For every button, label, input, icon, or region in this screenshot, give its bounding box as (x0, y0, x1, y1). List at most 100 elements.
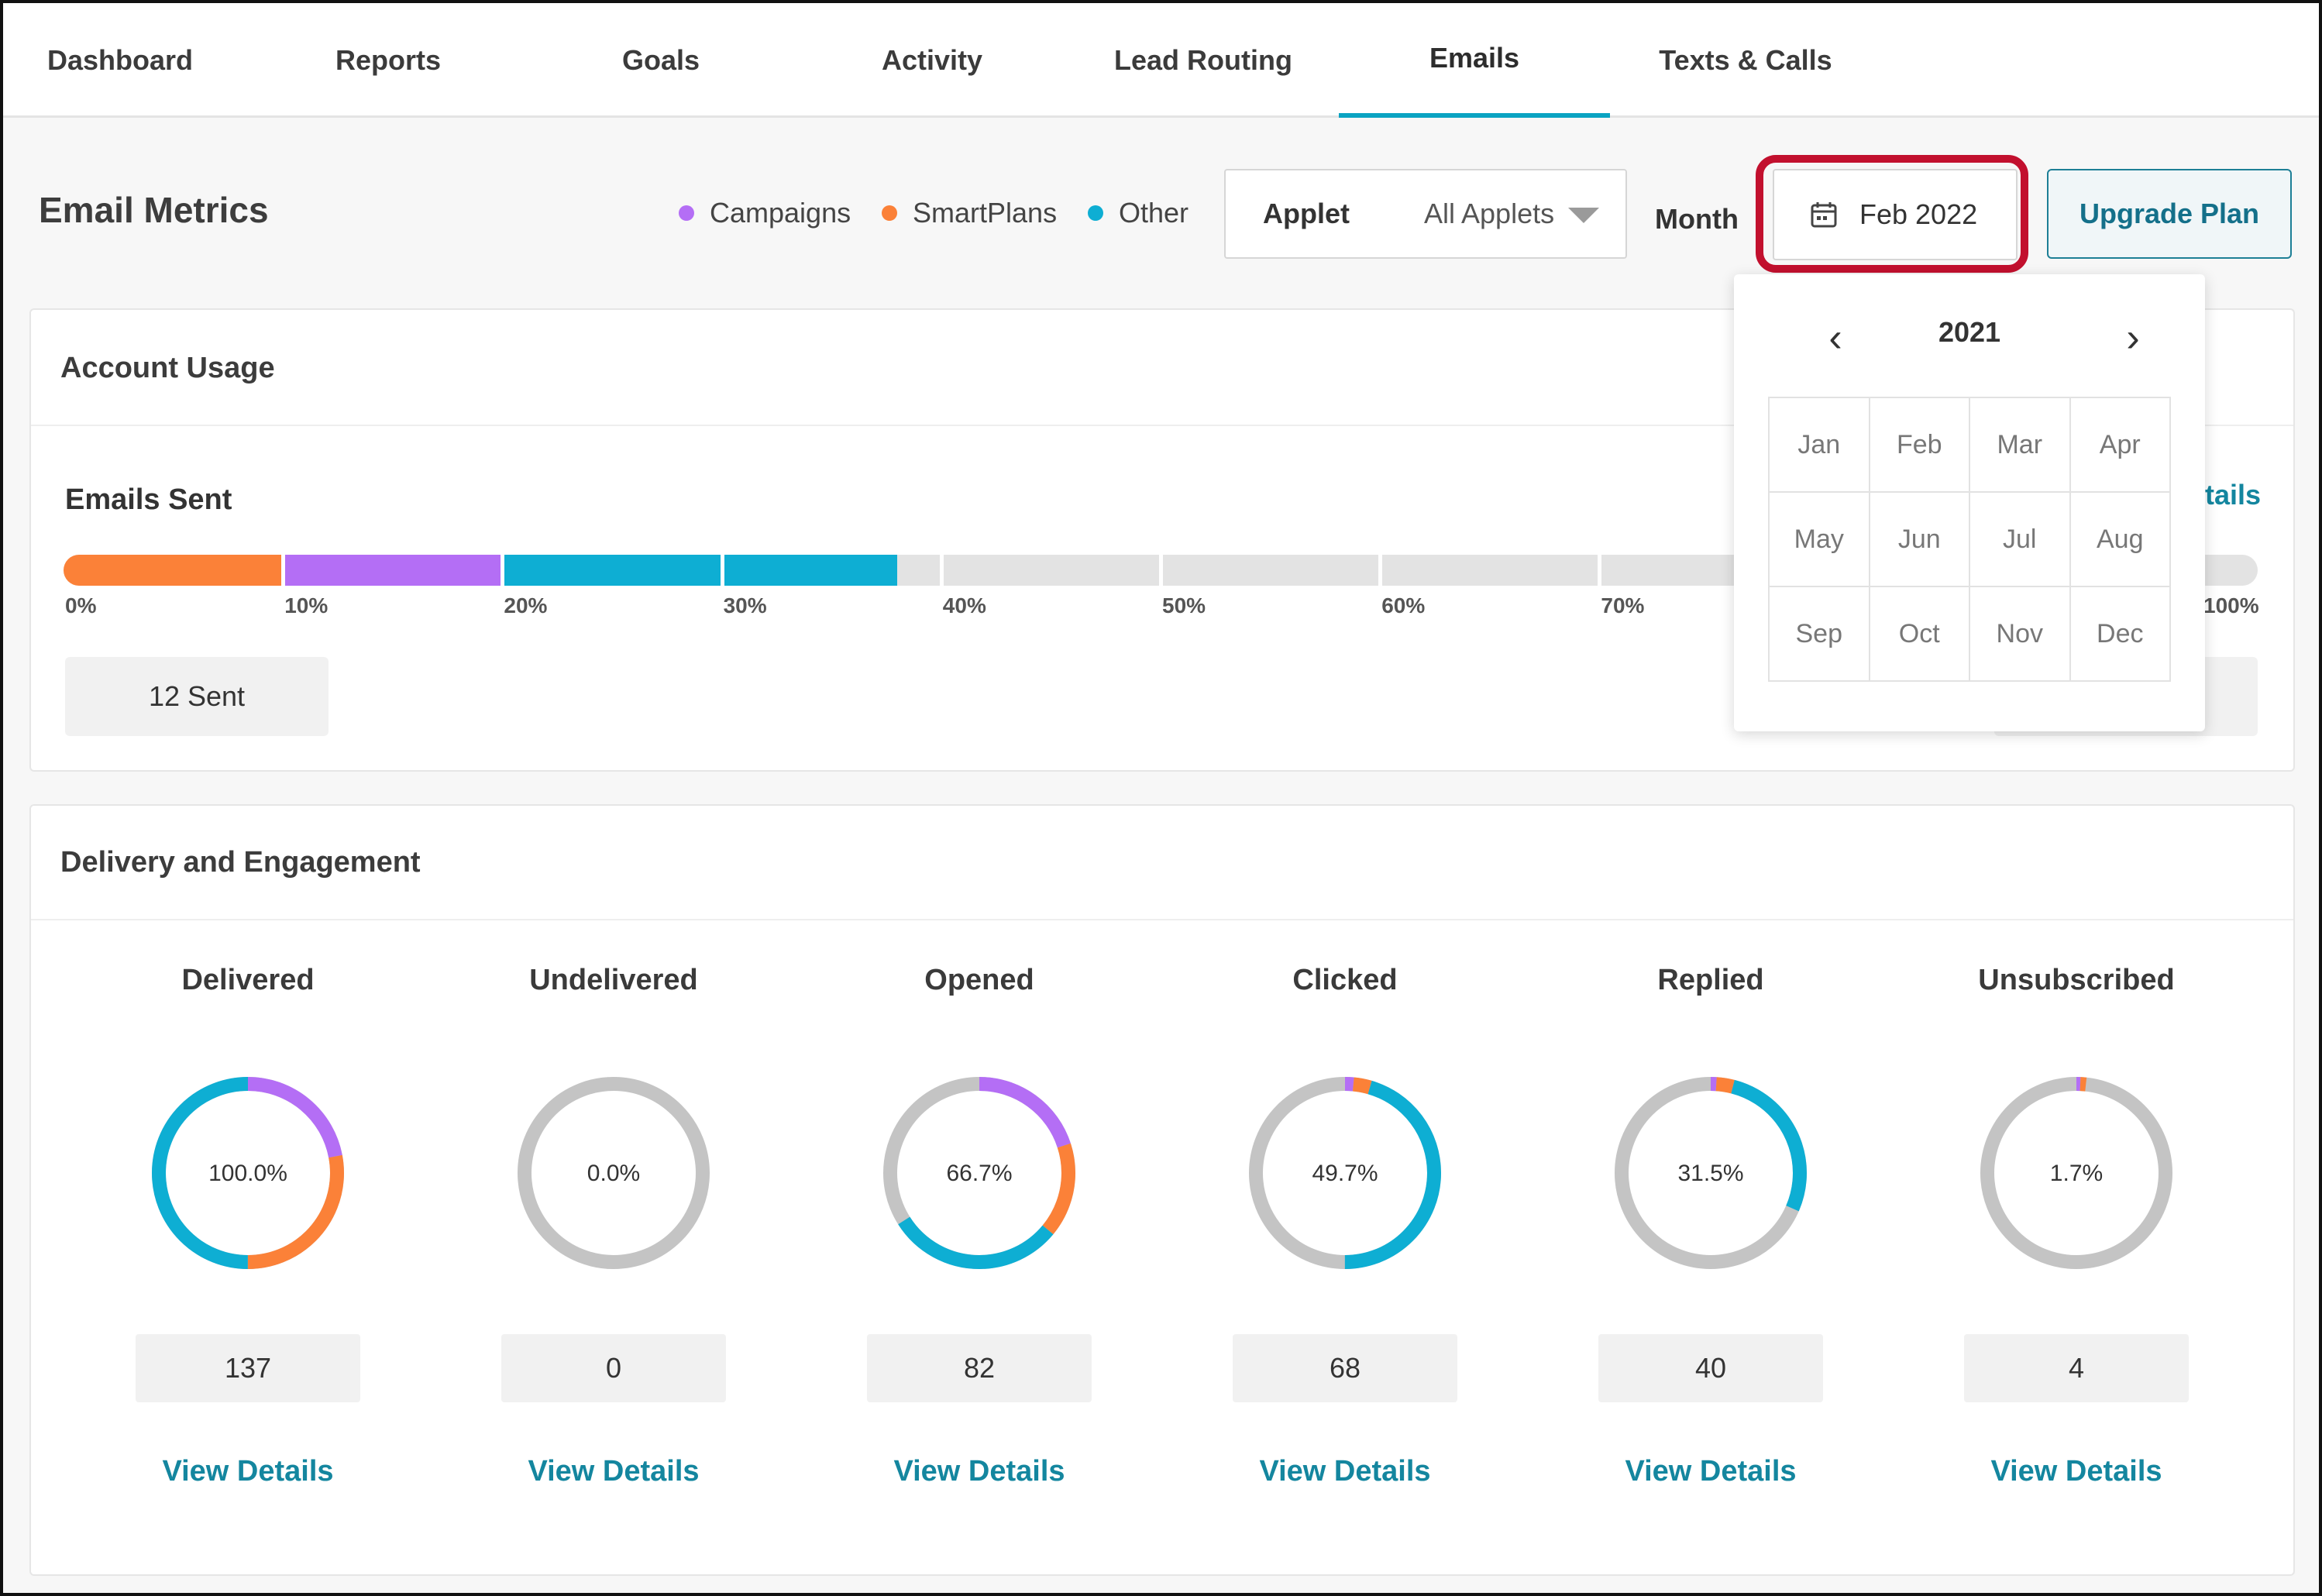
view-details-link[interactable]: View Details (893, 1455, 1065, 1488)
donut-percent-label: 0.0% (587, 1161, 640, 1186)
donut-percent-label: 49.7% (1312, 1161, 1378, 1186)
month-cell-nov[interactable]: Nov (1970, 587, 2071, 682)
usage-tick-divider (1598, 555, 1602, 586)
metric-label: Unsubscribed (1978, 964, 2175, 996)
other-dot-icon (1088, 205, 1103, 221)
usage-segment-other (502, 555, 722, 586)
legend-smartplans-label: SmartPlans (913, 197, 1058, 229)
usage-tick-label: 50% (1162, 593, 1206, 617)
tab-goals[interactable]: Goals (621, 44, 700, 76)
donut-segment (152, 1077, 344, 1269)
legend-smartplans: SmartPlans (882, 197, 1057, 229)
usage-tick-divider (939, 555, 944, 586)
donut-segment (883, 1077, 1075, 1269)
usage-tick-label: 70% (1601, 593, 1645, 617)
metric-undelivered: Undelivered 0.0% 0 View Details (431, 964, 796, 1506)
month-cell-aug[interactable]: Aug (2070, 493, 2171, 587)
applet-select-value: All Applets (1424, 198, 1555, 229)
calendar-year: 2021 (1938, 316, 2001, 348)
sent-count-badge: 12 Sent (65, 657, 329, 736)
applet-select-label: Applet (1263, 198, 1350, 229)
delivery-engagement-card: Delivery and Engagement (29, 804, 2295, 1576)
month-grid: Jan Feb Mar Apr May Jun Jul Aug Sep Oct … (1768, 397, 2171, 682)
applet-select[interactable]: Applet All Applets (1224, 169, 1627, 259)
month-cell-jun[interactable]: Jun (1870, 493, 1970, 587)
chevron-left-icon[interactable]: ‹ (1828, 315, 1842, 360)
month-cell-jan[interactable]: Jan (1770, 398, 1870, 493)
usage-segment-other (721, 555, 898, 586)
view-details-link[interactable]: View Details (162, 1455, 334, 1488)
card-divider (31, 425, 2293, 426)
legend-campaigns-label: Campaigns (710, 197, 851, 229)
month-cell-jul[interactable]: Jul (1970, 493, 2071, 587)
month-cell-feb[interactable]: Feb (1870, 398, 1970, 493)
month-picker-value: Feb 2022 (1859, 198, 1978, 230)
campaigns-dot-icon (679, 205, 694, 221)
metric-count: 0 (501, 1334, 726, 1402)
month-cell-apr[interactable]: Apr (2070, 398, 2171, 493)
donut-percent-label: 100.0% (208, 1161, 287, 1186)
usage-segment-campaigns (283, 555, 503, 586)
month-cell-oct[interactable]: Oct (1870, 587, 1970, 682)
usage-tick-divider (1159, 555, 1163, 586)
usage-tick-divider (1378, 555, 1383, 586)
donut-chart: 1.7% (1980, 1077, 2172, 1269)
metric-label: Replied (1657, 964, 1764, 996)
month-picker-highlight (1756, 155, 2028, 273)
metric-clicked: Clicked 49.7% 68 View Details (1162, 964, 1528, 1506)
usage-tick-label: 0% (65, 593, 97, 617)
month-picker-button[interactable]: Feb 2022 (1773, 169, 2018, 260)
tab-dashboard[interactable]: Dashboard (46, 44, 194, 76)
upgrade-plan-button[interactable]: Upgrade Plan (2047, 169, 2292, 259)
metric-label: Opened (924, 964, 1034, 996)
month-calendar-popover: ‹ 2021 › Jan Feb Mar Apr May Jun Jul Aug… (1734, 274, 2205, 731)
usage-tick-label: 10% (284, 593, 329, 617)
month-cell-dec[interactable]: Dec (2070, 587, 2171, 682)
donut-chart: 100.0% (152, 1077, 344, 1269)
metric-opened: Opened 66.7% 82 View Details (796, 964, 1162, 1506)
donut-chart: 31.5% (1615, 1077, 1807, 1269)
donut-percent-label: 31.5% (1677, 1161, 1743, 1186)
donut-percent-label: 66.7% (946, 1161, 1012, 1186)
emails-sent-label: Emails Sent (65, 483, 232, 516)
donut-segment (1249, 1077, 1441, 1269)
metric-replied: Replied 31.5% 40 View Details (1528, 964, 1894, 1506)
tab-lead-routing[interactable]: Lead Routing (1114, 44, 1292, 76)
metric-count: 40 (1598, 1334, 1823, 1402)
donut-segment (883, 1077, 1075, 1269)
caret-down-icon (1568, 208, 1599, 223)
donut-segment (1980, 1077, 2172, 1269)
metric-unsubscribed: Unsubscribed 1.7% 4 View Details (1894, 964, 2259, 1506)
donut-track (518, 1077, 710, 1269)
view-details-link[interactable]: View Details (1990, 1455, 2162, 1488)
tab-reports[interactable]: Reports (335, 44, 442, 76)
usage-tick-divider (720, 555, 724, 586)
donut-percent-label: 1.7% (2050, 1161, 2103, 1186)
usage-tick-label: 40% (942, 593, 986, 617)
usage-details-link[interactable]: tails (2205, 479, 2262, 511)
view-details-link[interactable]: View Details (1259, 1455, 1431, 1488)
usage-tick-label: 100% (2203, 593, 2259, 617)
usage-segment-smartplans (64, 555, 284, 586)
metric-label: Undelivered (529, 964, 698, 996)
donut-segment (883, 1077, 1075, 1269)
month-label: Month (1655, 203, 1739, 235)
delivery-engagement-title: Delivery and Engagement (60, 846, 421, 879)
view-details-link[interactable]: View Details (528, 1455, 700, 1488)
month-cell-mar[interactable]: Mar (1970, 398, 2071, 493)
tab-emails[interactable]: Emails (1339, 3, 1610, 118)
month-cell-may[interactable]: May (1770, 493, 1870, 587)
metric-count: 82 (867, 1334, 1092, 1402)
tab-texts-calls[interactable]: Texts & Calls (1659, 44, 1832, 76)
tab-activity[interactable]: Activity (881, 44, 983, 76)
donut-segment (1615, 1077, 1807, 1269)
top-nav: Dashboard Reports Goals Activity Lead Ro… (3, 3, 2319, 118)
legend-campaigns: Campaigns (679, 197, 851, 229)
usage-tick-label: 30% (723, 593, 767, 617)
month-cell-sep[interactable]: Sep (1770, 587, 1870, 682)
view-details-link[interactable]: View Details (1625, 1455, 1797, 1488)
donut-chart: 66.7% (883, 1077, 1075, 1269)
metric-count: 4 (1964, 1334, 2189, 1402)
chevron-right-icon[interactable]: › (2126, 315, 2140, 360)
